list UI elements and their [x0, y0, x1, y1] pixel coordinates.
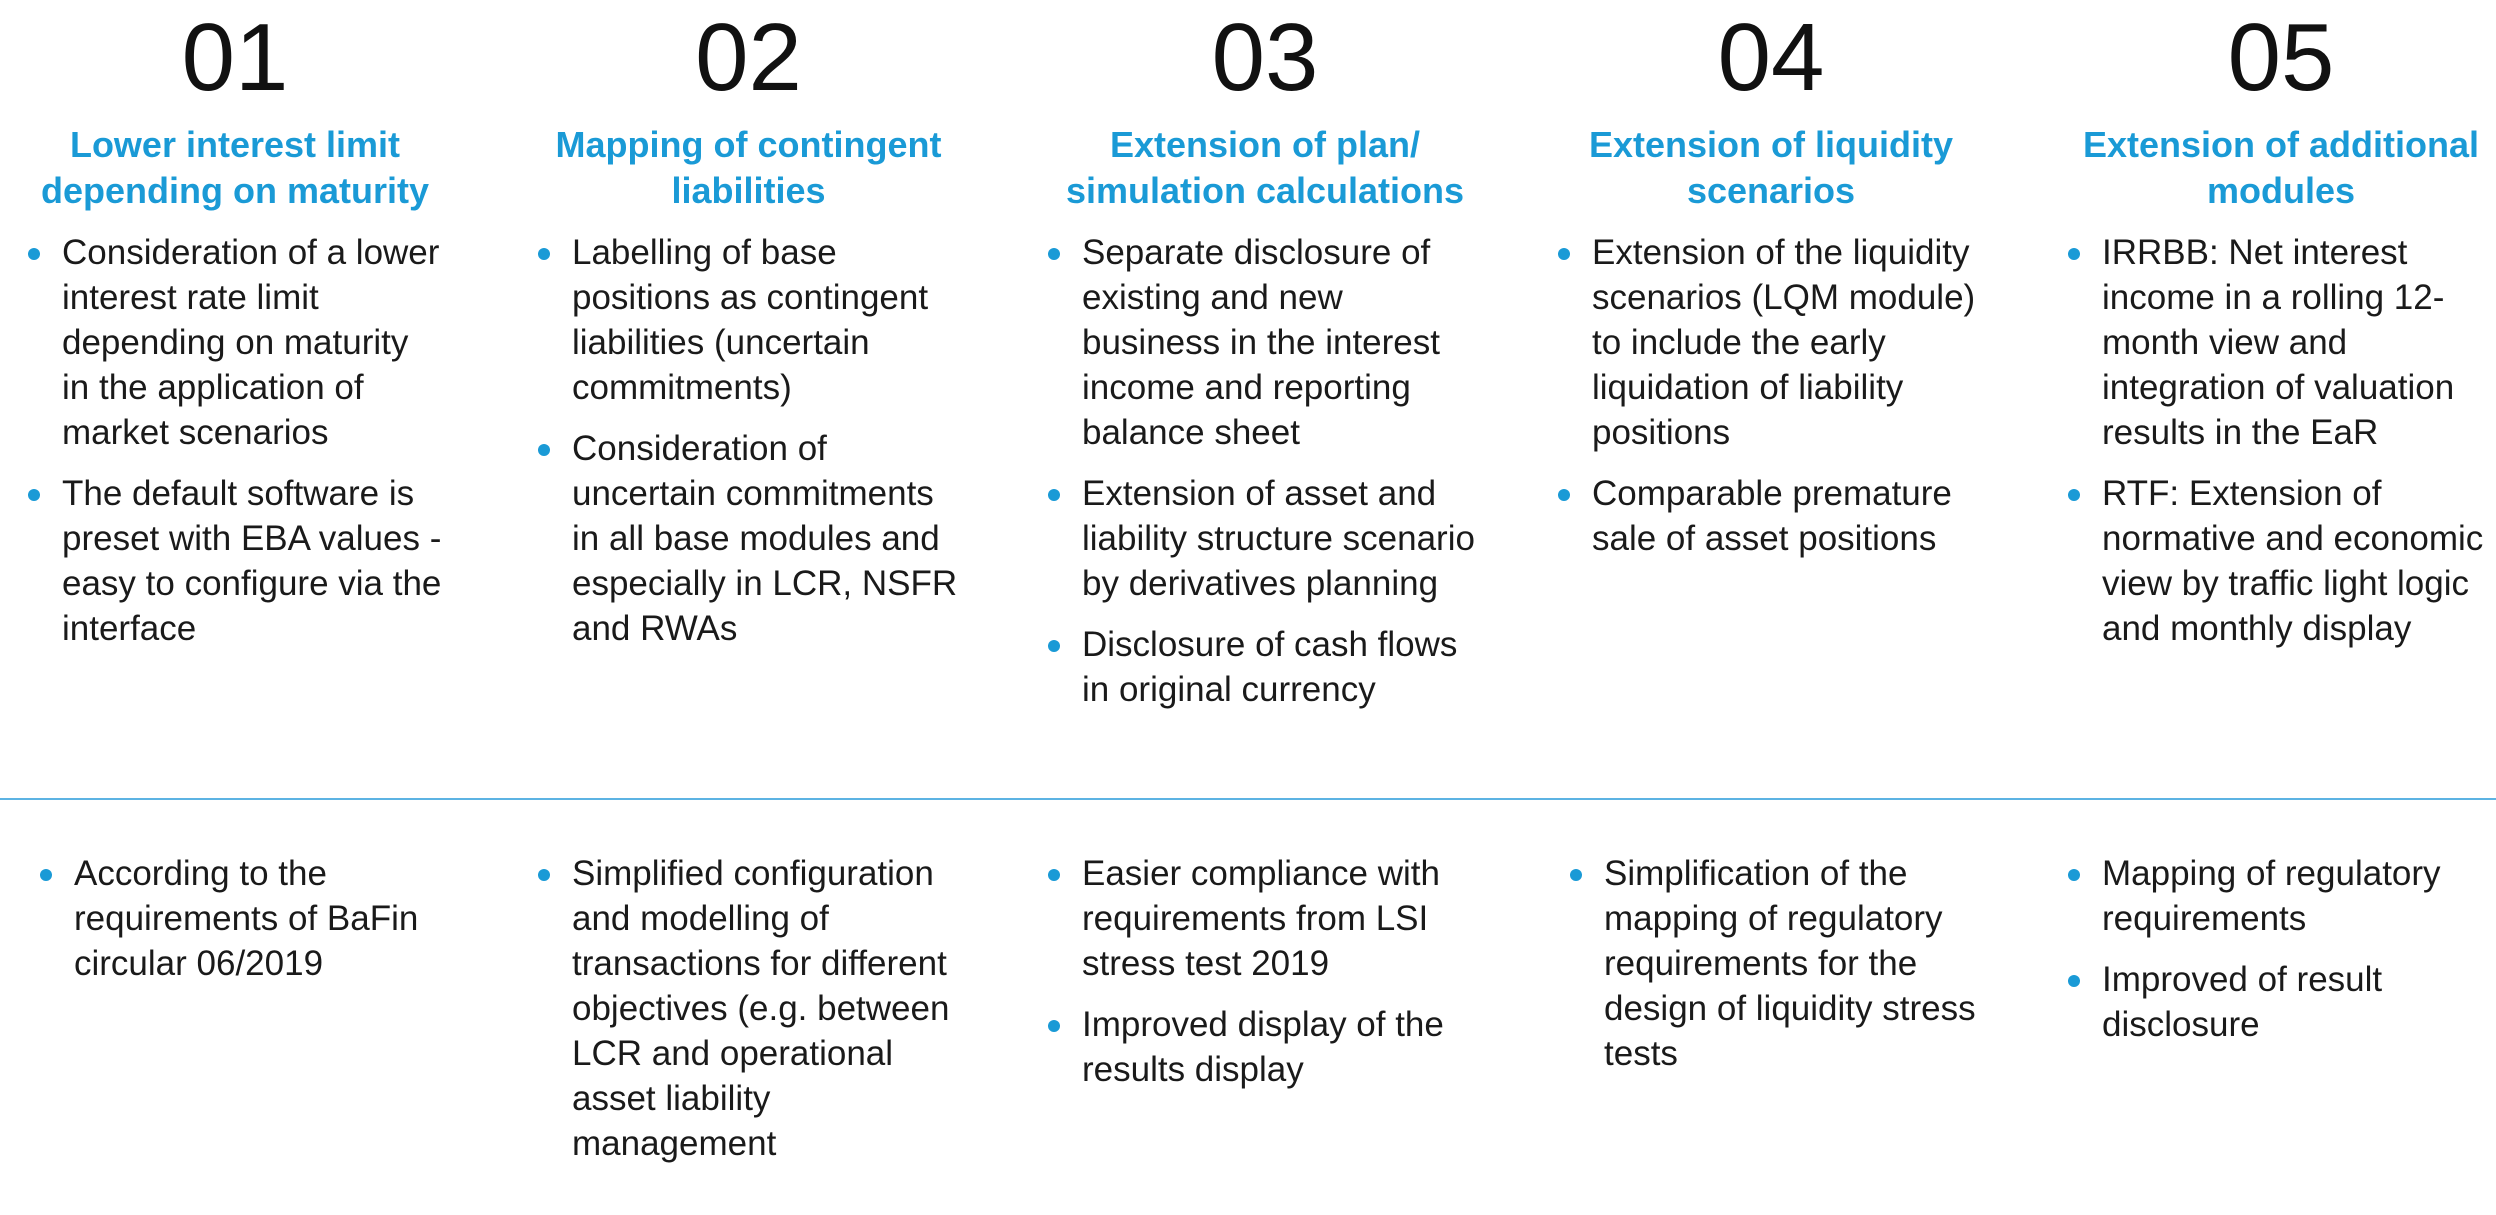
column-number: 02 [695, 4, 802, 111]
column-title: Extension of liquidity scenarios [1556, 122, 1986, 214]
column-04: 04 Extension of liquidity scenarios Exte… [1556, 0, 1986, 1215]
column-title: Mapping of contingent liabilities [536, 122, 961, 214]
list-item: Improved of result disclosure [2066, 957, 2496, 1047]
column-title-line: Mapping of contingent [555, 124, 942, 165]
list-item: Improved display of the results display [1046, 1002, 1484, 1092]
column-01: 01 Lower interest limit depending on mat… [26, 0, 444, 1215]
list-item: Labelling of base positions as contingen… [536, 230, 961, 410]
bottom-bullet-list: Mapping of regulatory requirements Impro… [2066, 851, 2496, 1063]
list-item: Easier compliance with requirements from… [1046, 851, 1484, 986]
top-bullet-list: IRRBB: Net interest income in a rolling … [2066, 230, 2496, 667]
column-title-line: Extension of liquidity [1588, 124, 1953, 165]
top-bullet-list: Labelling of base positions as contingen… [536, 230, 961, 667]
column-title-line: modules [2206, 170, 2356, 211]
column-number: 04 [1717, 4, 1825, 111]
bottom-bullet-list: Simplified configuration and modelling o… [536, 851, 961, 1182]
column-title-line: simulation calculations [1065, 170, 1465, 211]
list-item: Comparable premature sale of asset posit… [1556, 471, 1986, 561]
list-item: Consideration of uncertain commitments i… [536, 426, 961, 651]
bottom-bullet-list: Simplification of the mapping of regulat… [1568, 851, 1986, 1092]
column-title: Extension of plan/ simulation calculatio… [1046, 122, 1484, 214]
column-number: 01 [181, 4, 289, 111]
section-divider [0, 798, 2496, 800]
list-item: Mapping of regulatory requirements [2066, 851, 2496, 941]
column-title: Lower interest limit depending on maturi… [26, 122, 444, 214]
column-title: Extension of additional modules [2066, 122, 2496, 214]
list-item: Simplification of the mapping of regulat… [1568, 851, 1986, 1076]
column-title-line: Lower interest limit [69, 124, 401, 165]
bottom-bullet-list: Easier compliance with requirements from… [1046, 851, 1484, 1108]
top-bullet-list: Consideration of a lower interest rate l… [26, 230, 444, 667]
column-02: 02 Mapping of contingent liabilities Lab… [536, 0, 961, 1215]
list-item: IRRBB: Net interest income in a rolling … [2066, 230, 2496, 455]
column-title-line: Extension of plan/ [1109, 124, 1421, 165]
list-item: According to the requirements of BaFin c… [38, 851, 444, 986]
list-item: Disclosure of cash flows in original cur… [1046, 622, 1484, 712]
top-bullet-list: Separate disclosure of existing and new … [1046, 230, 1484, 728]
list-item: Consideration of a lower interest rate l… [26, 230, 444, 455]
column-title-line: scenarios [1686, 170, 1856, 211]
column-05: 05 Extension of additional modules IRRBB… [2066, 0, 2496, 1215]
column-title-line: liabilities [671, 170, 826, 211]
column-number: 03 [1211, 4, 1319, 111]
list-item: The default software is preset with EBA … [26, 471, 444, 651]
list-item: Extension of the liquidity scenarios (LQ… [1556, 230, 1986, 455]
column-number: 05 [2227, 4, 2335, 111]
list-item: Simplified configuration and modelling o… [536, 851, 961, 1166]
list-item: Extension of asset and liability structu… [1046, 471, 1484, 606]
column-title-line: Extension of additional [2082, 124, 2480, 165]
column-title-line: depending on maturity [40, 170, 429, 211]
column-03: 03 Extension of plan/ simulation calcula… [1046, 0, 1484, 1215]
top-bullet-list: Extension of the liquidity scenarios (LQ… [1556, 230, 1986, 577]
list-item: RTF: Extension of normative and economic… [2066, 471, 2496, 651]
bottom-bullet-list: According to the requirements of BaFin c… [38, 851, 444, 1002]
list-item: Separate disclosure of existing and new … [1046, 230, 1484, 455]
